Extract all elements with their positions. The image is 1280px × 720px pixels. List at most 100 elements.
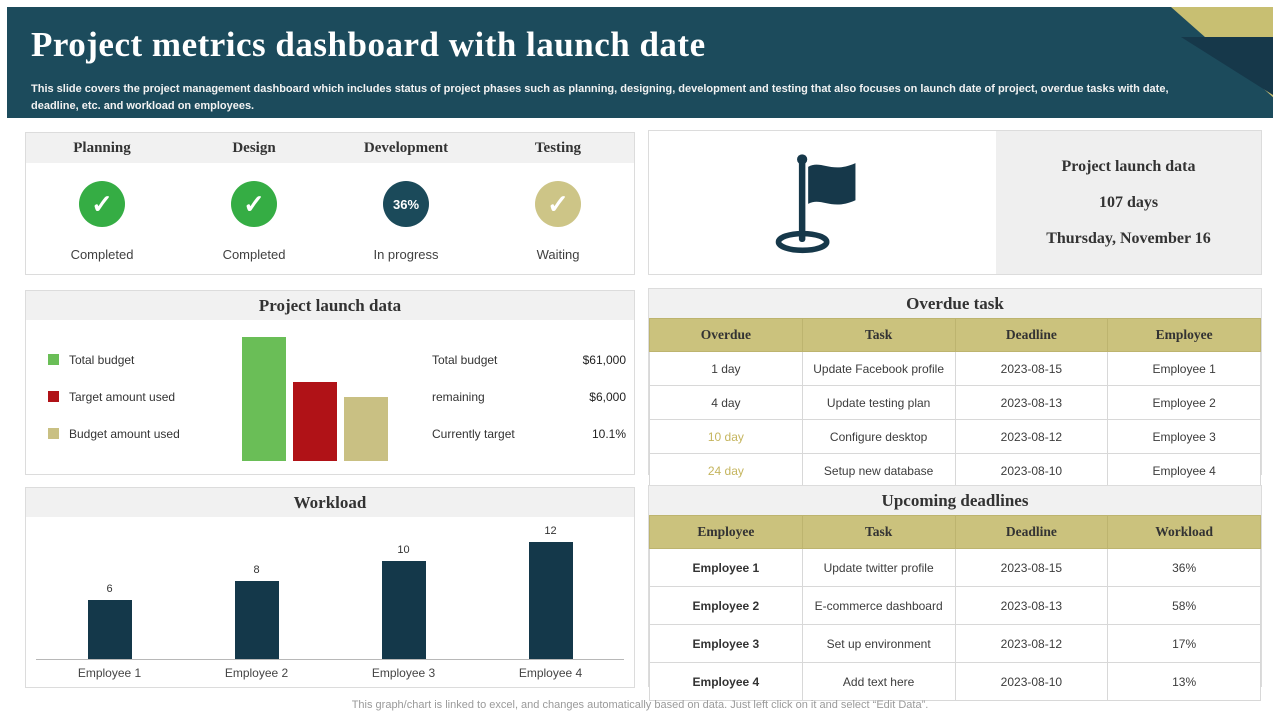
table-cell: 36%: [1107, 548, 1261, 587]
table-cell: Set up environment: [801, 624, 956, 663]
phase-status-label: Completed: [70, 247, 134, 262]
check-icon: ✓: [243, 189, 265, 219]
progress-percent-value: 36%: [392, 196, 420, 212]
table-cell: 2023-08-12: [954, 624, 1109, 663]
workload-bar-group: 8: [183, 564, 330, 659]
table-header-cell: Deadline: [954, 515, 1109, 549]
check-icon: ✓: [91, 189, 113, 219]
table-header-cell: Employee: [1107, 318, 1261, 352]
table-header-cell: Workload: [1107, 515, 1261, 549]
legend-item: Total budget: [48, 353, 180, 367]
check-icon: ✓: [547, 189, 569, 219]
progress-percent-badge: 36%: [383, 181, 429, 227]
chart-legend: Total budget Target amount used Budget a…: [48, 320, 180, 473]
phase-status-label: In progress: [373, 247, 439, 262]
workload-bar-group: 6: [36, 583, 183, 659]
phase-header-row: Planning Design Development Testing: [26, 133, 634, 163]
upcoming-deadlines-panel: Upcoming deadlines Employee Task Deadline W…: [648, 485, 1262, 701]
table-header-row: Overdue Task Deadline Employee: [649, 318, 1261, 352]
flag-icon: [775, 153, 855, 253]
workload-bar: [381, 561, 426, 659]
legend-label: Budget amount used: [69, 426, 180, 441]
workload-bars: 6 8 10 12: [36, 517, 624, 659]
table-cell: 17%: [1107, 624, 1261, 663]
workload-bar-group: 10: [330, 544, 477, 659]
table-row: 24 day Setup new database 2023-08-10 Employ…: [649, 453, 1261, 488]
flag-box: [649, 131, 996, 274]
stat-row: remaining $6,000: [432, 390, 626, 404]
table-cell: Configure desktop: [801, 419, 956, 454]
page-subtitle: This slide covers the project management…: [31, 83, 1169, 112]
phase-name-development: Development: [363, 139, 449, 156]
budget-stats: Total budget $61,000 remaining $6,000 Cu…: [432, 320, 626, 473]
phase-status-development: 36% In progress: [330, 181, 482, 262]
check-circle-icon: ✓: [535, 181, 581, 227]
table-cell: 1 day: [649, 351, 803, 386]
workload-chart[interactable]: 6 8 10 12 Employee 1 Employee 2 Employee 3 Emp…: [26, 517, 634, 680]
table-row: 10 day Configure desktop 2023-08-12 Employe…: [649, 419, 1261, 454]
budget-chart[interactable]: Total budget Target amount used Budget a…: [26, 320, 634, 473]
legend-swatch: [48, 354, 59, 365]
workload-bar: [528, 542, 573, 659]
bar-value-label: 12: [544, 525, 557, 537]
table-header-cell: Task: [801, 318, 956, 352]
overdue-task-panel: Overdue task Overdue Task Deadline Employee…: [648, 288, 1262, 488]
bar-category-label: Employee 2: [224, 666, 289, 680]
budget-bars: [242, 337, 388, 461]
phase-name-planning: Planning: [73, 139, 131, 156]
stat-label: Total budget: [432, 352, 498, 367]
table-row: 1 day Update Facebook profile 2023-08-15 Em…: [649, 351, 1261, 386]
table-header-cell: Employee: [649, 515, 803, 549]
launch-date: Thursday, November 16: [1046, 229, 1211, 247]
launch-info-panel: Project launch data 107 days Thursday, N…: [648, 130, 1262, 275]
table-cell: 2023-08-13: [954, 586, 1109, 625]
table-cell: 2023-08-15: [954, 548, 1109, 587]
table-cell: Employee 3: [649, 624, 803, 663]
phase-status-design: ✓ Completed: [178, 181, 330, 262]
table-cell: Add text here: [801, 662, 956, 701]
panel-title: Overdue task: [649, 289, 1261, 318]
panel-title: Workload: [26, 488, 634, 517]
table-row: Employee 3 Set up environment 2023-08-12 17…: [649, 624, 1261, 663]
table-header-row: Employee Task Deadline Workload: [649, 515, 1261, 549]
table-cell: 2023-08-15: [954, 351, 1109, 386]
table-cell: 58%: [1107, 586, 1261, 625]
table-cell: Employee 4: [649, 662, 803, 701]
legend-label: Target amount used: [69, 389, 176, 404]
footer-note: This graph/chart is linked to excel, and…: [351, 699, 929, 711]
table-cell: Employee 3: [1107, 419, 1261, 454]
workload-panel: Workload 6 8 10 12 Employee 1 Employee 2 Empl…: [25, 487, 635, 688]
table-header-cell: Overdue: [649, 318, 803, 352]
table-cell: Employee 4: [1107, 453, 1261, 488]
table-cell: Update Facebook profile: [801, 351, 956, 386]
phase-status-label: Waiting: [536, 247, 580, 262]
launch-info-text: Project launch data 107 days Thursday, N…: [996, 131, 1261, 274]
phase-status-panel: Planning Design Development Testing ✓ Co…: [25, 132, 635, 275]
table-cell: E-commerce dashboard: [801, 586, 956, 625]
bar-value-label: 8: [253, 564, 260, 576]
phase-status-row: ✓ Completed ✓ Completed 36% In progress …: [26, 163, 634, 262]
panel-title: Upcoming deadlines: [649, 486, 1261, 515]
legend-swatch: [48, 391, 59, 402]
table-row: Employee 2 E-commerce dashboard 2023-08-13…: [649, 586, 1261, 625]
legend-swatch: [48, 428, 59, 439]
table-cell: 13%: [1107, 662, 1261, 701]
bar-value-label: 10: [397, 544, 410, 556]
stat-value: 10.1%: [591, 426, 626, 441]
stat-label: remaining: [432, 389, 485, 404]
table-cell: 2023-08-12: [954, 419, 1109, 454]
table-row: Employee 1 Update twitter profile 2023-08-…: [649, 548, 1261, 587]
table-header-cell: Deadline: [954, 318, 1109, 352]
phase-name-design: Design: [232, 139, 276, 156]
workload-bar: [87, 600, 132, 659]
legend-item: Target amount used: [48, 390, 180, 404]
table-cell: 2023-08-10: [954, 662, 1109, 701]
workload-categories: Employee 1 Employee 2 Employee 3 Employee 4: [36, 659, 624, 680]
table-cell: 24 day: [649, 453, 803, 488]
table-header-cell: Task: [801, 515, 956, 549]
table-cell: 2023-08-10: [954, 453, 1109, 488]
launch-days: 107 days: [1098, 193, 1159, 211]
table-cell: Employee 1: [649, 548, 803, 587]
stat-value: $6,000: [589, 389, 626, 404]
overdue-table: Overdue Task Deadline Employee 1 day Update F…: [649, 318, 1261, 488]
